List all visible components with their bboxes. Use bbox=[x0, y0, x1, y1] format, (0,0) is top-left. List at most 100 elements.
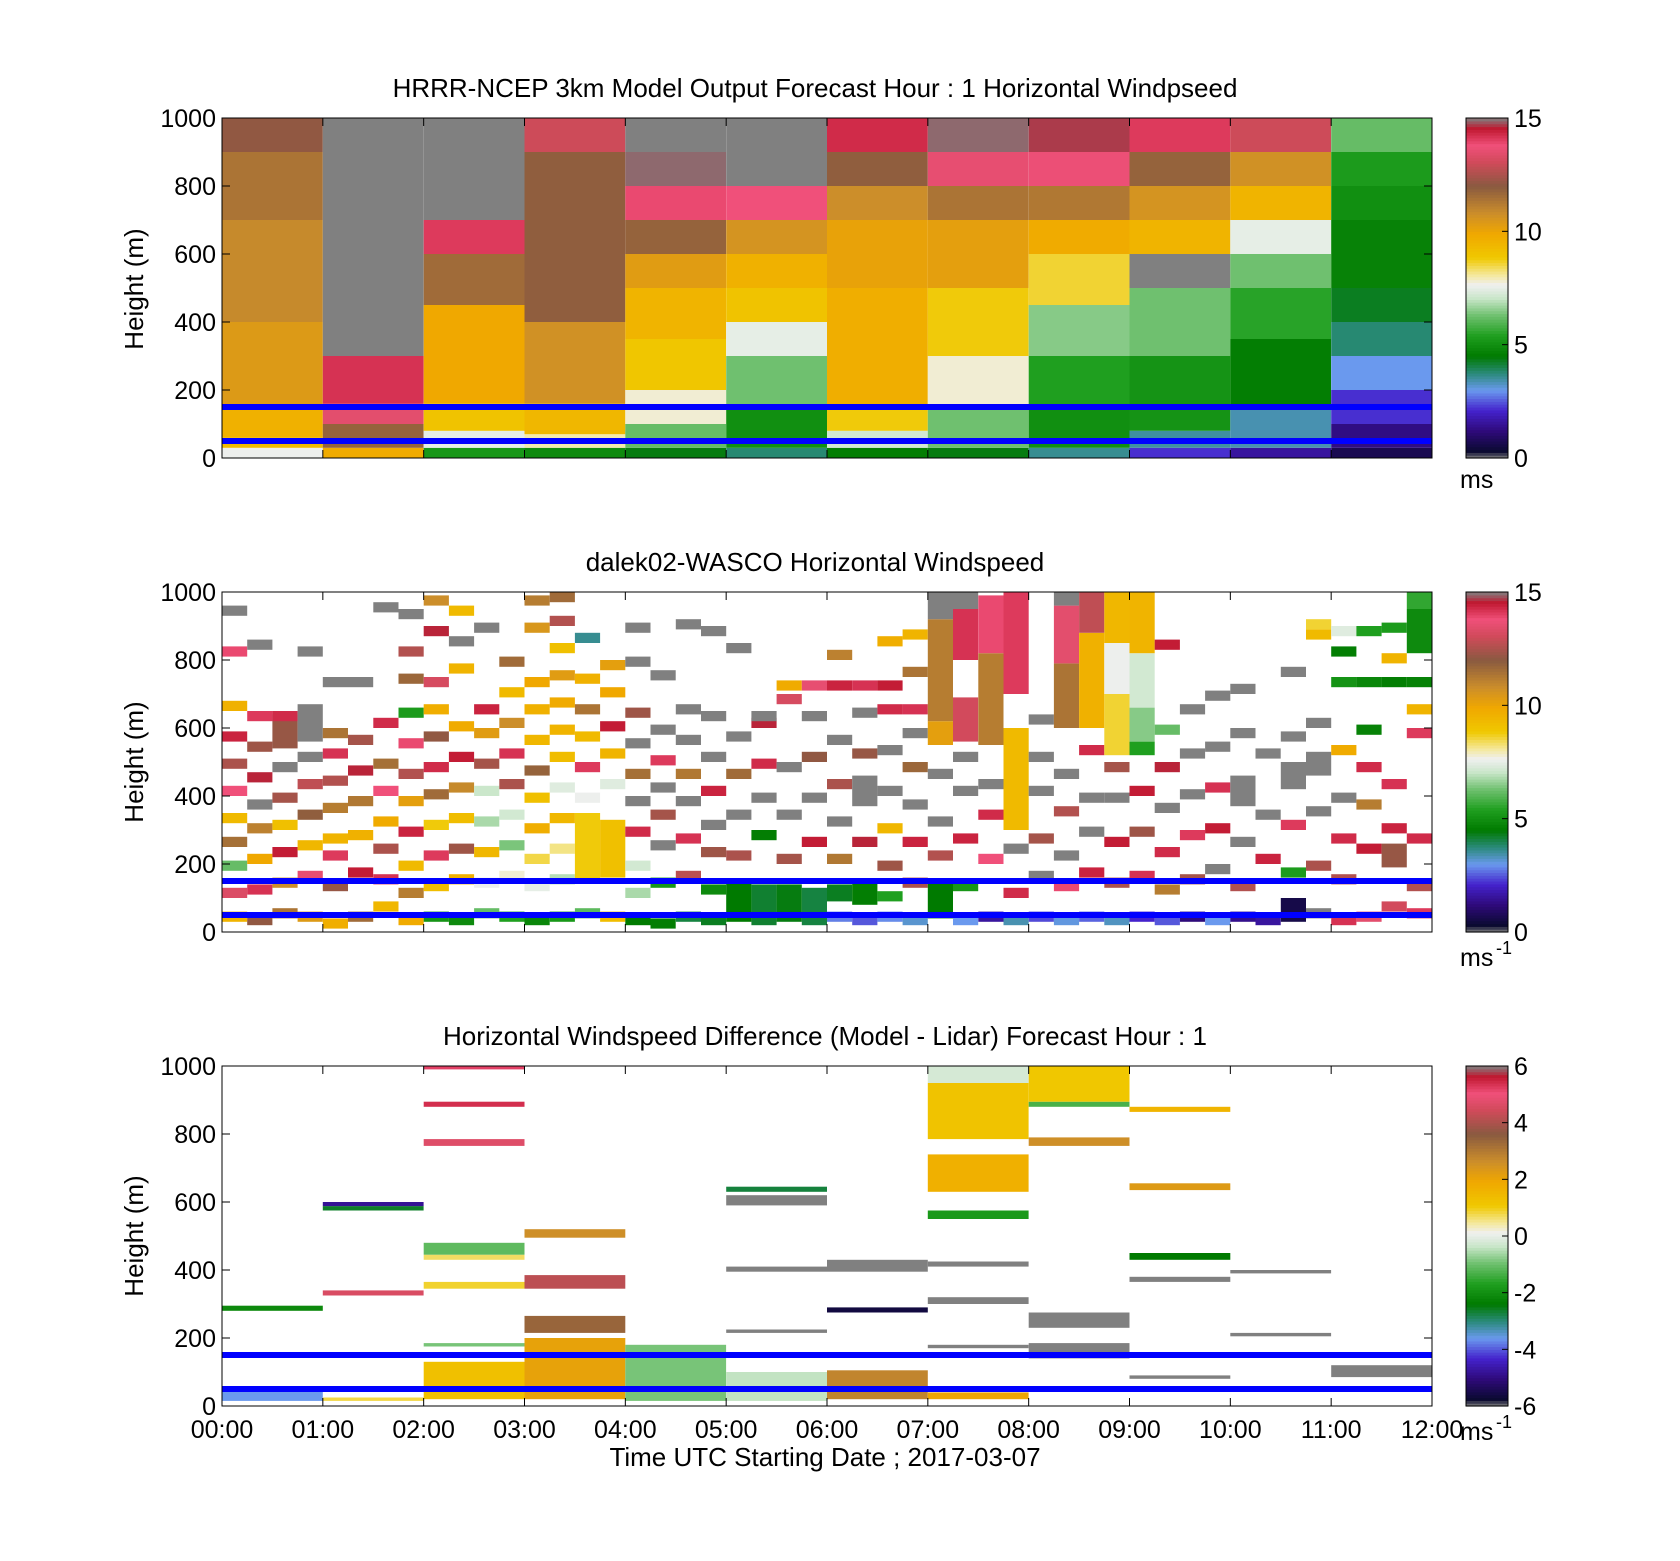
heat-cell bbox=[348, 867, 374, 878]
colorbar-segment bbox=[1466, 370, 1508, 374]
heat-cell bbox=[1003, 592, 1029, 694]
colorbar-segment bbox=[1466, 1202, 1508, 1206]
heat-cell bbox=[675, 768, 701, 779]
heat-cell bbox=[1356, 724, 1382, 735]
heat-cell bbox=[1028, 751, 1054, 762]
heat-cell bbox=[953, 592, 979, 609]
heat-cell bbox=[726, 809, 752, 820]
colorbar-segment bbox=[1466, 324, 1508, 329]
heat-cell bbox=[574, 762, 601, 773]
heat-cell bbox=[297, 704, 323, 742]
heat-cell bbox=[1331, 833, 1357, 844]
colorbar-segment bbox=[1466, 742, 1508, 746]
heat-cell bbox=[927, 1210, 1029, 1219]
colorbar-segment bbox=[1466, 657, 1508, 661]
heat-cell bbox=[423, 118, 525, 220]
heat-cell bbox=[1028, 714, 1054, 725]
colorbar-segment bbox=[1466, 367, 1508, 371]
heat-cell bbox=[423, 1066, 525, 1070]
colorbar-segment bbox=[1466, 1267, 1508, 1271]
heat-cell bbox=[247, 772, 273, 783]
heat-cell bbox=[1230, 339, 1332, 407]
heat-cell bbox=[1230, 1332, 1332, 1337]
colorbar-segment bbox=[1466, 691, 1508, 695]
colorbar-segment bbox=[1466, 200, 1508, 204]
colorbar-segment bbox=[1466, 225, 1508, 230]
colorbar-segment bbox=[1466, 1275, 1508, 1280]
heat-cell bbox=[953, 915, 979, 926]
colorbar-segment bbox=[1466, 1153, 1508, 1158]
colorbar-segment bbox=[1466, 194, 1508, 198]
colorbar-segment bbox=[1466, 373, 1508, 377]
colorbar-segment bbox=[1466, 254, 1508, 258]
heat-cell bbox=[625, 424, 727, 448]
colorbar-segment bbox=[1466, 926, 1508, 930]
colorbar-segment bbox=[1466, 849, 1508, 854]
heat-cell bbox=[272, 792, 298, 803]
colorbar-segment bbox=[1466, 395, 1508, 400]
panel-model-cells bbox=[222, 118, 1432, 458]
heat-cell bbox=[776, 762, 802, 773]
heat-cell bbox=[423, 1281, 525, 1289]
colorbar-segment bbox=[1466, 1221, 1508, 1226]
heat-cell bbox=[549, 697, 575, 708]
heat-cell bbox=[877, 860, 903, 871]
colorbar-segment bbox=[1466, 634, 1508, 638]
colorbar-segment bbox=[1466, 1352, 1508, 1356]
colorbar-segment bbox=[1466, 1224, 1508, 1229]
heat-cell bbox=[474, 758, 500, 769]
heat-cell bbox=[574, 673, 601, 684]
heat-cell bbox=[1205, 864, 1231, 875]
colorbar-segment bbox=[1466, 259, 1508, 264]
colorbar-segment bbox=[1466, 1403, 1508, 1407]
heat-cell bbox=[726, 118, 827, 186]
colorbar-segment bbox=[1466, 120, 1508, 125]
colorbar-segment bbox=[1466, 160, 1508, 164]
colorbar-tick-label: 0 bbox=[1514, 1223, 1528, 1251]
heat-cell bbox=[1381, 779, 1407, 790]
colorbar-segment bbox=[1466, 1122, 1508, 1127]
heat-cell bbox=[1356, 799, 1382, 810]
heat-cell bbox=[1255, 915, 1281, 926]
heat-cell bbox=[1179, 748, 1206, 759]
colorbar-segment bbox=[1466, 815, 1508, 820]
colorbar-segment bbox=[1466, 875, 1508, 879]
heat-cell bbox=[1003, 728, 1029, 830]
heat-cell bbox=[398, 609, 424, 620]
colorbar-segment bbox=[1466, 790, 1508, 794]
heat-cell bbox=[827, 734, 853, 745]
colorbar-segment bbox=[1466, 1080, 1508, 1084]
colorbar-segment bbox=[1466, 1151, 1508, 1155]
colorbar-segment bbox=[1466, 844, 1508, 848]
heat-cell bbox=[927, 619, 953, 722]
heat-cell bbox=[675, 870, 701, 881]
colorbar-segment bbox=[1466, 730, 1508, 735]
heat-cell bbox=[423, 731, 449, 742]
heat-cell bbox=[650, 755, 676, 766]
heat-cell bbox=[524, 704, 550, 715]
heat-cell bbox=[650, 809, 676, 820]
xtick-label: 08:00 bbox=[997, 1416, 1060, 1444]
heat-cell bbox=[953, 751, 979, 762]
colorbar-segment bbox=[1466, 662, 1508, 667]
colorbar-segment bbox=[1466, 1131, 1508, 1135]
heat-cell bbox=[1053, 806, 1080, 817]
heat-cell bbox=[373, 758, 399, 769]
ytick-label: 200 bbox=[174, 377, 216, 405]
heat-cell bbox=[1331, 1365, 1432, 1378]
colorbar-segment bbox=[1466, 276, 1508, 281]
colorbar-segment bbox=[1466, 171, 1508, 176]
heat-cell bbox=[448, 663, 475, 674]
heat-cell bbox=[373, 785, 399, 796]
heat-cell bbox=[1028, 1137, 1130, 1146]
colorbar-segment bbox=[1466, 256, 1508, 261]
heat-cell bbox=[650, 724, 676, 735]
heat-cell bbox=[222, 785, 248, 796]
heat-cell bbox=[222, 605, 248, 616]
colorbar-segment bbox=[1466, 787, 1508, 791]
colorbar-segment bbox=[1466, 1196, 1508, 1200]
heat-cell bbox=[1230, 1270, 1332, 1274]
colorbar-segment bbox=[1466, 1255, 1508, 1260]
colorbar-segment bbox=[1466, 861, 1508, 865]
colorbar-segment bbox=[1466, 319, 1508, 323]
